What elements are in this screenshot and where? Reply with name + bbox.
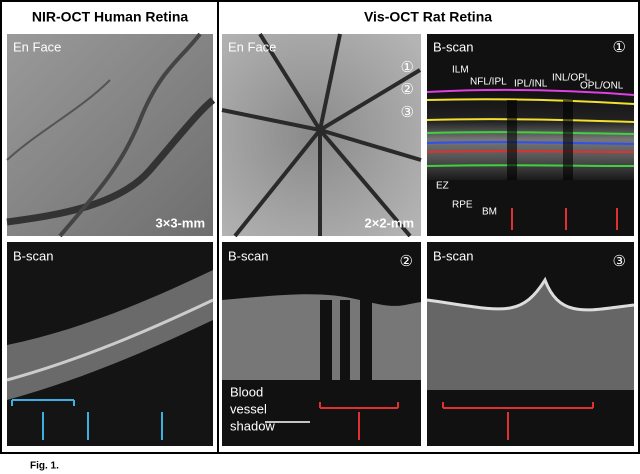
caption: Fig. 1. [30,461,59,472]
label: Blood [230,384,263,399]
label: ① [401,59,414,76]
label: En Face [13,39,61,54]
label: 2×2-mm [365,215,415,230]
b-scan-image: B-scan ② Blood vessel shadow [222,242,421,446]
label: 3×3-mm [156,215,206,230]
label: ③ [613,253,626,270]
label: ② [401,81,414,98]
label: IPL/INL [514,79,548,90]
label: En Face [228,39,276,54]
label: shadow [230,418,275,433]
label: BM [482,207,497,218]
label: EZ [436,181,449,192]
label: ILM [452,65,469,76]
b-scan-image: B-scan ① ILM NFL/IPL IPL/INL INL/OPL OPL… [426,34,635,236]
b-scan-image: B-scan [6,242,214,446]
label: INL/OPL [552,73,591,84]
label: vessel [230,401,267,416]
label: OPL/ONL [580,81,624,92]
label: B-scan [13,248,53,263]
label: ② [400,253,413,270]
label: ③ [401,104,414,121]
label: B-scan [433,39,473,54]
en-face-image: En Face 3×3-mm [6,32,216,238]
b-scan-image: B-scan ③ [426,242,635,446]
en-face-image: En Face 2×2-mm ① ② ③ [221,32,422,238]
label: B-scan [433,248,473,263]
label: RPE [452,200,473,211]
panel-title: Vis-OCT Rat Retina [364,9,492,25]
label: NFL/IPL [470,77,507,88]
panel-title: NIR-OCT Human Retina [32,9,189,25]
frame [0,0,640,454]
label: B-scan [228,248,268,263]
label: ① [613,39,626,56]
